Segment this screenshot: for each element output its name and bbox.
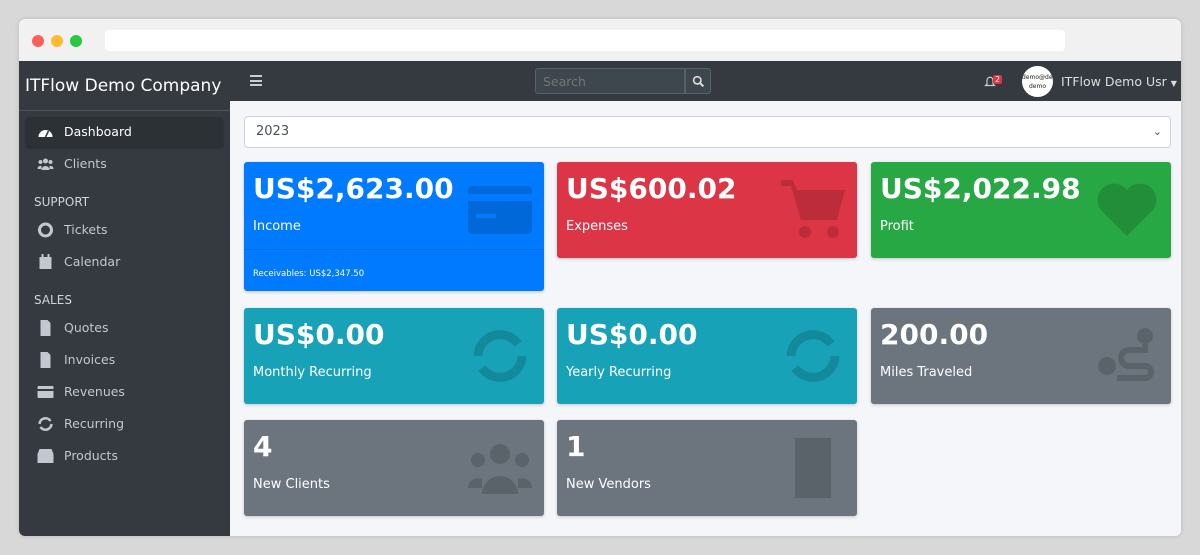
miles-traveled-card[interactable]: 200.00 Miles Traveled — [871, 308, 1171, 404]
caret-down-icon: ▼ — [1170, 79, 1177, 88]
menu-toggle-icon[interactable] — [250, 75, 262, 86]
file-invoice-icon — [40, 352, 51, 368]
receivables-text: Receivables: US$2,347.50 — [253, 269, 365, 279]
search-input[interactable] — [535, 68, 685, 94]
sidebar-item-invoices[interactable]: Invoices — [26, 345, 223, 375]
brand-link[interactable]: ITFlow Demo Company — [19, 61, 230, 111]
sidebar-item-label: Quotes — [64, 320, 109, 335]
credit-card-icon — [468, 186, 532, 234]
sidebar-item-clients[interactable]: Clients — [26, 149, 223, 179]
sidebar-item-calendar[interactable]: Calendar — [26, 247, 223, 277]
search-icon — [692, 75, 705, 88]
box-icon — [37, 449, 54, 463]
avatar[interactable]: demo@demo demo — [1022, 66, 1053, 97]
sidebar-item-label: Clients — [64, 156, 107, 171]
sidebar-item-quotes[interactable]: Quotes — [26, 313, 223, 343]
notifications-button[interactable]: 2 — [984, 74, 1003, 93]
users-icon — [468, 444, 532, 494]
sidebar-item-label: Recurring — [64, 416, 124, 431]
section-header-sales: SALES — [34, 293, 72, 307]
sidebar: ITFlow Demo Company Dashboard Clients SU… — [19, 61, 230, 536]
top-navbar: 2 demo@demo demo ITFlow Demo Usr ▼ — [230, 61, 1181, 101]
notification-count-badge: 2 — [993, 75, 1003, 84]
new-clients-card[interactable]: 4 New Clients — [244, 420, 544, 516]
year-select[interactable]: 2023 ⌄ — [244, 116, 1171, 148]
sidebar-item-label: Revenues — [64, 384, 125, 399]
monthly-recurring-card[interactable]: US$0.00 Monthly Recurring — [244, 308, 544, 404]
sidebar-item-label: Products — [64, 448, 118, 463]
tachometer-icon — [38, 130, 53, 138]
address-bar[interactable] — [105, 30, 1065, 51]
shopping-cart-icon — [781, 180, 845, 238]
sync-icon — [473, 330, 527, 382]
sidebar-item-dashboard[interactable]: Dashboard — [26, 117, 223, 147]
close-window-button[interactable] — [32, 35, 44, 47]
sidebar-item-label: Calendar — [64, 254, 121, 269]
income-card[interactable]: US$2,623.00 Income Receivables: US$2,347… — [244, 162, 544, 291]
new-vendors-card[interactable]: 1 New Vendors — [557, 420, 857, 516]
sidebar-item-products[interactable]: Products — [26, 441, 223, 471]
search-button[interactable] — [685, 68, 711, 94]
expenses-card[interactable]: US$600.02 Expenses — [557, 162, 857, 258]
sidebar-item-recurring[interactable]: Recurring — [26, 409, 223, 439]
building-icon — [795, 438, 831, 498]
chevron-down-icon: ⌄ — [1152, 125, 1162, 138]
credit-card-icon — [37, 386, 54, 398]
calendar-icon — [39, 254, 52, 269]
minimize-window-button[interactable] — [51, 35, 63, 47]
profit-card[interactable]: US$2,022.98 Profit — [871, 162, 1171, 258]
sync-icon — [786, 330, 840, 382]
sidebar-item-tickets[interactable]: Tickets — [26, 215, 223, 245]
users-icon — [37, 158, 54, 170]
user-menu-dropdown[interactable]: ITFlow Demo Usr ▼ — [1061, 74, 1177, 89]
sidebar-item-label: Dashboard — [64, 124, 132, 139]
sidebar-item-label: Tickets — [64, 222, 108, 237]
section-header-support: SUPPORT — [34, 195, 90, 209]
browser-window: ITFlow Demo Company Dashboard Clients SU… — [19, 19, 1181, 536]
maximize-window-button[interactable] — [70, 35, 82, 47]
sidebar-item-label: Invoices — [64, 352, 116, 367]
route-icon — [1098, 328, 1154, 381]
life-ring-icon — [38, 222, 53, 238]
yearly-recurring-card[interactable]: US$0.00 Yearly Recurring — [557, 308, 857, 404]
bell-icon — [984, 76, 996, 87]
heart-icon — [1097, 183, 1157, 236]
sync-icon — [38, 417, 53, 431]
file-icon — [40, 320, 51, 336]
dashboard-content: 2023 ⌄ US$2,623.00 Income Receivables: US… — [230, 101, 1181, 536]
sidebar-item-revenues[interactable]: Revenues — [26, 377, 223, 407]
